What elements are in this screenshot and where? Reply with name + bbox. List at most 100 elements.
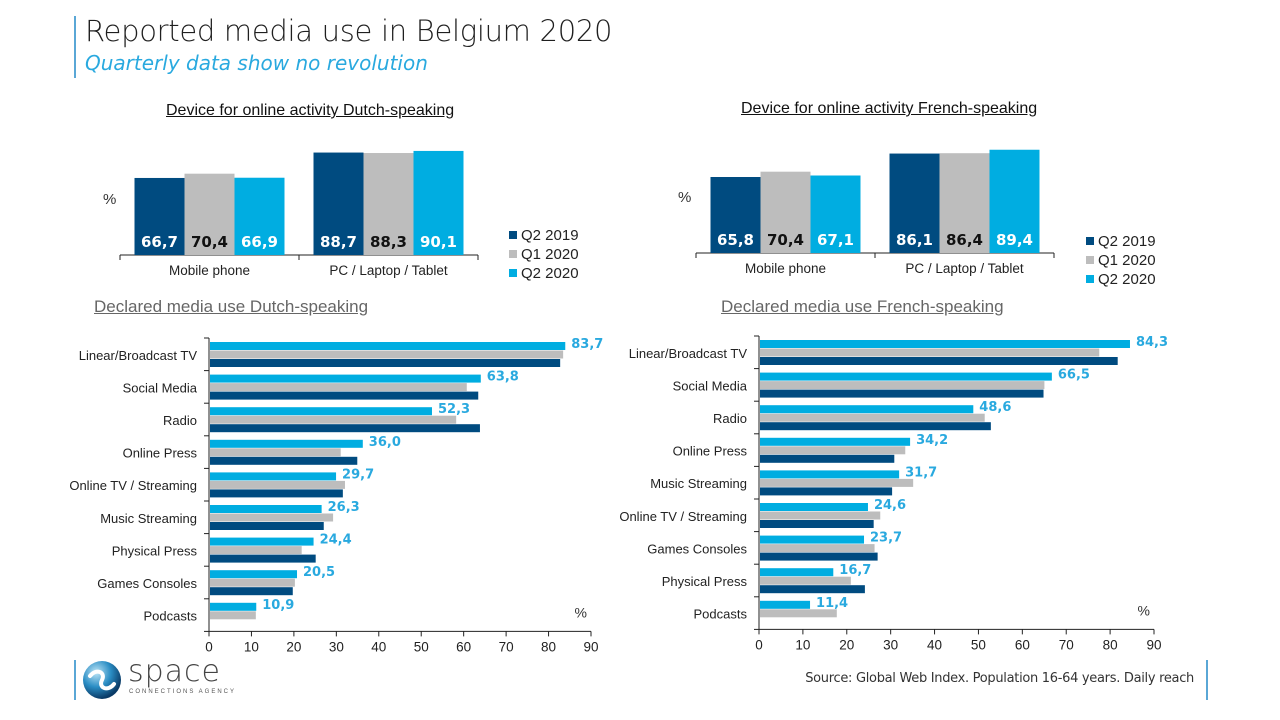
bar-value-label: 83,7 bbox=[571, 337, 603, 352]
bar-q2-2020 bbox=[760, 340, 1130, 348]
x-tick-label: 60 bbox=[456, 639, 471, 654]
bar-value-label: 65,8 bbox=[717, 231, 754, 249]
bar-q2-2020 bbox=[210, 602, 257, 611]
x-category-label: PC / Laptop / Tablet bbox=[329, 263, 448, 278]
page-subtitle: Quarterly data show no revolution bbox=[85, 51, 428, 75]
bar-q1-2020 bbox=[210, 350, 564, 359]
y-category-label: Games Consoles bbox=[97, 576, 197, 591]
bar-value-label: 67,1 bbox=[817, 231, 854, 249]
y-category-label: Podcasts bbox=[694, 607, 748, 622]
bar-q2-2020 bbox=[760, 503, 868, 511]
bar-value-label: 24,6 bbox=[874, 498, 906, 513]
bar-value-label: 31,7 bbox=[905, 465, 937, 480]
bar-q1-2020 bbox=[760, 576, 851, 585]
legend-label: Q2 2020 bbox=[1098, 271, 1156, 288]
x-tick-label: 10 bbox=[795, 637, 810, 652]
x-tick-label: 10 bbox=[244, 639, 259, 654]
y-category-label: Online Press bbox=[673, 444, 748, 459]
x-category-label: Mobile phone bbox=[169, 263, 250, 278]
bar-q2-2019 bbox=[760, 552, 878, 561]
bar-q2-2019 bbox=[210, 359, 561, 367]
bar-q1-2020 bbox=[760, 171, 811, 253]
bar-value-label: 36,0 bbox=[369, 435, 401, 450]
bar-q2-2020 bbox=[210, 407, 432, 416]
bar-q2-2020 bbox=[760, 600, 811, 609]
bar-value-label: 23,7 bbox=[870, 531, 902, 546]
bar-q2-2020 bbox=[210, 374, 481, 383]
chart-title-media-dutch: Declared media use Dutch-speaking bbox=[94, 297, 369, 316]
bar-q2-2019 bbox=[134, 177, 185, 255]
bar-value-label: 26,3 bbox=[328, 500, 360, 515]
legend-swatch bbox=[509, 231, 517, 239]
bar-q1-2020 bbox=[210, 383, 467, 392]
bar-q2-2019 bbox=[760, 357, 1118, 365]
x-category-label: Mobile phone bbox=[745, 261, 826, 276]
y-category-label: Podcasts bbox=[144, 609, 198, 624]
bar-q2-2020 bbox=[760, 437, 911, 446]
x-tick-label: 0 bbox=[205, 639, 213, 654]
bar-q2-2019 bbox=[760, 454, 895, 463]
bar-q2-2019 bbox=[760, 487, 893, 496]
title-accent-bar bbox=[74, 16, 76, 78]
bar-q1-2020 bbox=[210, 578, 295, 587]
bar-q1-2020 bbox=[760, 478, 914, 487]
bar-q1-2020 bbox=[363, 153, 414, 255]
chart-title-device-dutch: Device for online activity Dutch-speakin… bbox=[166, 102, 455, 119]
bar-q2-2020 bbox=[210, 505, 322, 513]
bar-value-label: 63,8 bbox=[487, 370, 519, 385]
bar-value-label: 16,7 bbox=[839, 563, 871, 578]
y-category-label: Music Streaming bbox=[100, 511, 197, 526]
bar-q1-2020 bbox=[760, 348, 1100, 357]
y-category-label: Online Press bbox=[123, 446, 198, 461]
y-category-label: Social Media bbox=[673, 378, 748, 393]
y-category-label: Games Consoles bbox=[647, 541, 747, 556]
bar-q2-2019 bbox=[760, 389, 1044, 398]
bar-value-label: 66,7 bbox=[141, 233, 178, 251]
bar-q2-2020 bbox=[760, 372, 1052, 381]
y-axis-unit-label: % bbox=[103, 191, 116, 208]
bar-q1-2020 bbox=[210, 480, 345, 489]
bar-q2-2019 bbox=[210, 489, 343, 498]
bar-q2-2020 bbox=[210, 537, 314, 546]
bar-value-label: 70,4 bbox=[191, 233, 228, 251]
bar-q2-2020 bbox=[210, 472, 337, 481]
bar-value-label: 90,1 bbox=[420, 233, 457, 251]
bar-q2-2019 bbox=[710, 177, 761, 253]
bar-value-label: 86,4 bbox=[946, 231, 983, 249]
bar-q2-2020 bbox=[760, 568, 834, 577]
bar-value-label: 88,3 bbox=[370, 233, 407, 251]
bar-q1-2020 bbox=[210, 611, 256, 620]
x-tick-label: 40 bbox=[927, 637, 942, 652]
bar-value-label: 86,1 bbox=[896, 231, 933, 249]
bar-q2-2020 bbox=[234, 177, 285, 255]
bar-value-label: 66,5 bbox=[1058, 368, 1090, 383]
legend-label: Q2 2020 bbox=[521, 265, 579, 282]
bar-value-label: 20,5 bbox=[303, 565, 335, 580]
bar-q2-2020 bbox=[989, 149, 1040, 253]
space-logo: space CONNECTIONS AGENCY bbox=[80, 654, 260, 702]
logo-tagline: CONNECTIONS AGENCY bbox=[129, 689, 237, 695]
bar-q1-2020 bbox=[760, 609, 837, 618]
x-axis-unit-label: % bbox=[575, 604, 587, 620]
bar-q2-2019 bbox=[210, 456, 358, 465]
bar-q2-2020 bbox=[760, 535, 865, 544]
bar-value-label: 66,9 bbox=[241, 233, 278, 251]
bar-q1-2020 bbox=[760, 413, 985, 422]
x-tick-label: 20 bbox=[839, 637, 854, 652]
bar-q1-2020 bbox=[760, 446, 906, 455]
bar-q1-2020 bbox=[760, 511, 881, 520]
x-tick-label: 30 bbox=[329, 639, 344, 654]
x-category-label: PC / Laptop / Tablet bbox=[905, 261, 1024, 276]
bar-q1-2020 bbox=[210, 546, 302, 555]
legend-swatch bbox=[1086, 275, 1094, 283]
x-tick-label: 50 bbox=[971, 637, 986, 652]
legend-label: Q2 2019 bbox=[521, 227, 579, 244]
x-axis-unit-label: % bbox=[1138, 602, 1150, 618]
bar-q2-2019 bbox=[210, 391, 479, 400]
logo-wordmark: space bbox=[128, 654, 222, 689]
x-tick-label: 30 bbox=[883, 637, 898, 652]
bar-q2-2020 bbox=[210, 342, 566, 350]
bar-value-label: 52,3 bbox=[438, 402, 470, 417]
bar-value-label: 24,4 bbox=[320, 533, 352, 548]
